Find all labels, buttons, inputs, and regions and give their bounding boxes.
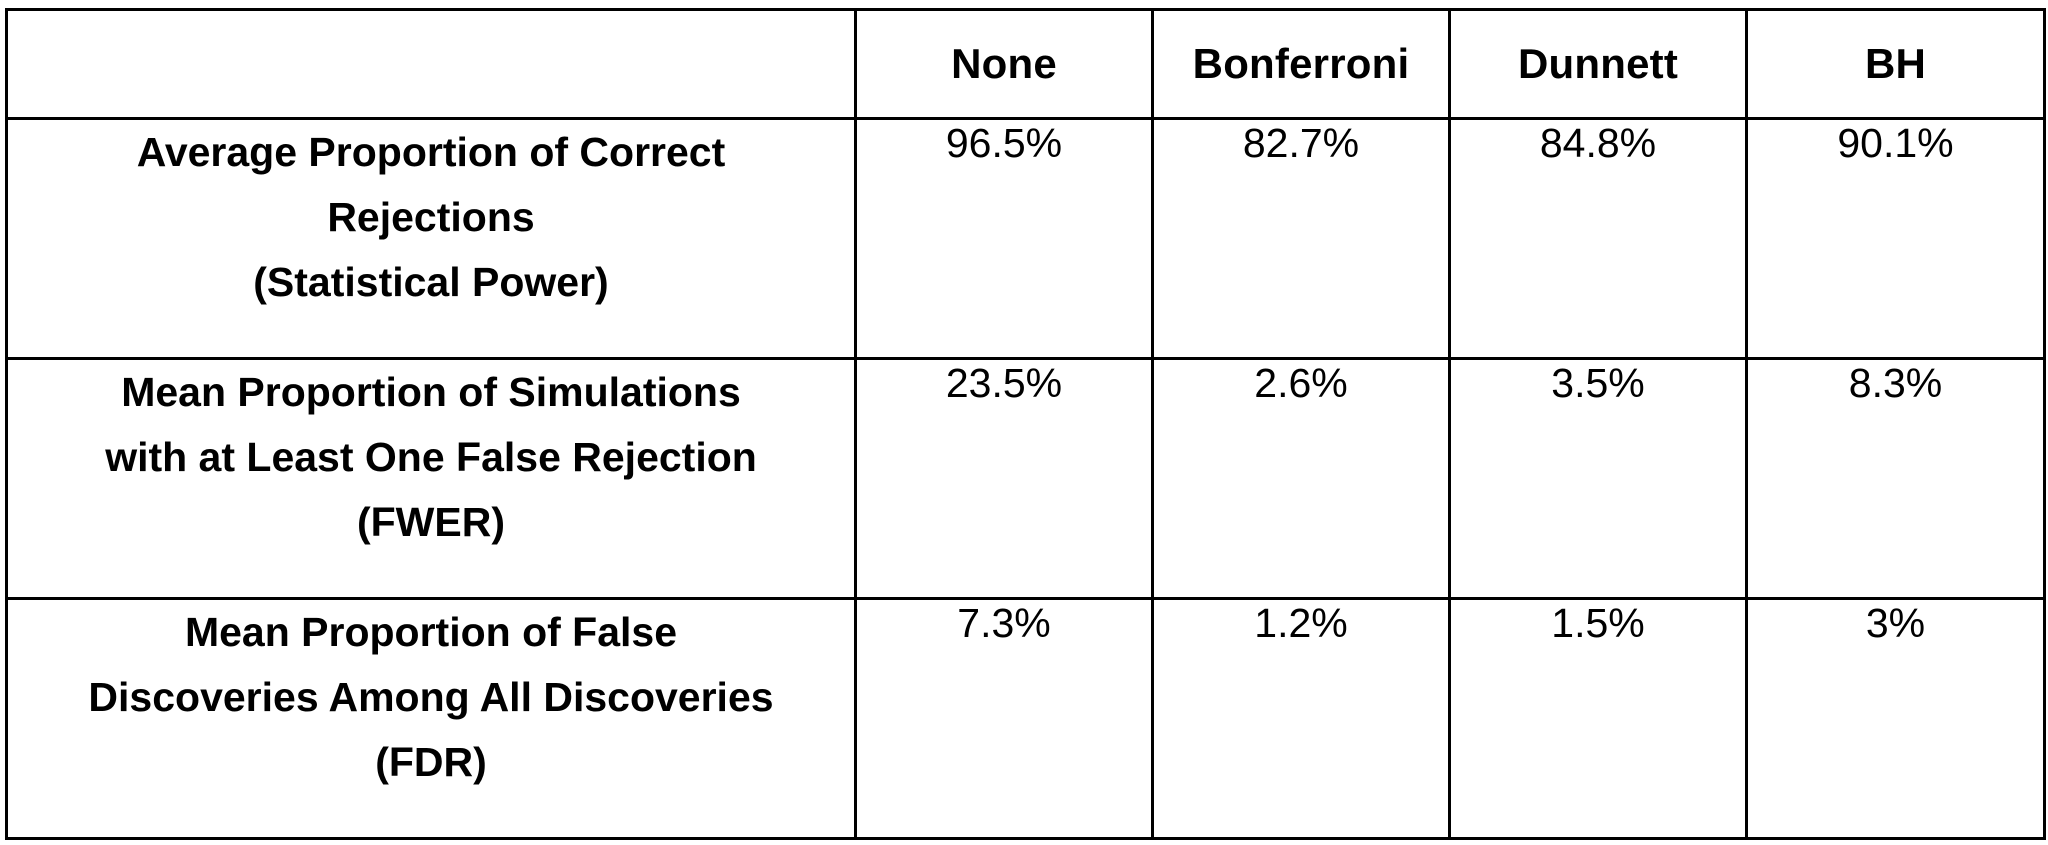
cell-power-bh: 90.1%	[1745, 117, 2046, 360]
row-label-line: (FWER)	[356, 499, 505, 545]
cell-fdr-none: 7.3%	[854, 597, 1154, 840]
row-label-line: Rejections	[327, 194, 535, 240]
table-row-power: Average Proportion of Correct Rejections…	[5, 117, 2046, 360]
column-header-bonferroni: Bonferroni	[1151, 8, 1451, 120]
table-row-fwer: Mean Proportion of Simulations with at L…	[5, 357, 2046, 600]
cell-fwer-bonferroni: 2.6%	[1151, 357, 1451, 600]
column-header-bh: BH	[1745, 8, 2046, 120]
row-header-power: Average Proportion of Correct Rejections…	[5, 117, 857, 360]
cell-fwer-bh: 8.3%	[1745, 357, 2046, 600]
cell-fdr-dunnett: 1.5%	[1448, 597, 1748, 840]
cell-power-dunnett: 84.8%	[1448, 117, 1748, 360]
cell-power-bonferroni: 82.7%	[1151, 117, 1451, 360]
row-label-line: Mean Proportion of Simulations	[121, 369, 741, 415]
row-label-line: Mean Proportion of False	[184, 609, 678, 655]
row-header-fwer: Mean Proportion of Simulations with at L…	[5, 357, 857, 600]
row-label-line: Average Proportion of Correct	[136, 129, 726, 175]
row-label-line: Discoveries Among All Discoveries	[88, 674, 774, 720]
cell-power-none: 96.5%	[854, 117, 1154, 360]
table-row-fdr: Mean Proportion of False Discoveries Amo…	[5, 597, 2046, 840]
column-header-none: None	[854, 8, 1154, 120]
comparison-table: None Bonferroni Dunnett BH Average Propo…	[5, 8, 2046, 840]
header-row: None Bonferroni Dunnett BH	[5, 8, 2046, 120]
row-label-line: with at Least One False Rejection	[105, 434, 757, 480]
column-header-dunnett: Dunnett	[1448, 8, 1748, 120]
row-header-fdr: Mean Proportion of False Discoveries Amo…	[5, 597, 857, 840]
row-label-line: (Statistical Power)	[253, 259, 609, 305]
cell-fwer-none: 23.5%	[854, 357, 1154, 600]
cell-fwer-dunnett: 3.5%	[1448, 357, 1748, 600]
row-label-line: (FDR)	[375, 739, 487, 785]
cell-fdr-bonferroni: 1.2%	[1151, 597, 1451, 840]
corner-cell	[5, 8, 857, 120]
cell-fdr-bh: 3%	[1745, 597, 2046, 840]
